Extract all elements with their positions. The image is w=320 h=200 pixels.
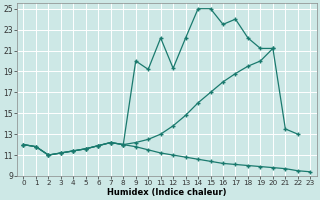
X-axis label: Humidex (Indice chaleur): Humidex (Indice chaleur): [107, 188, 227, 197]
